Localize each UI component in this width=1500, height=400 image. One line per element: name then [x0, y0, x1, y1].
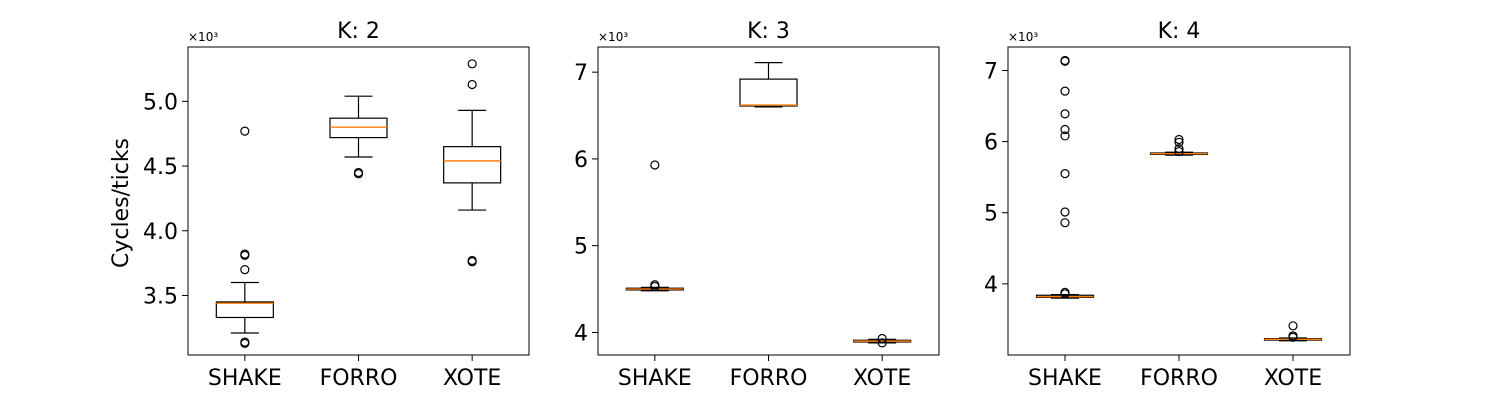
panel-3: K: 4 ×10³ 4 5 6 7 SHAKE FORRO XOTE	[984, 19, 1351, 391]
outlier-point	[467, 59, 477, 69]
outlier-point	[1060, 287, 1070, 298]
x-tick-label: XOTE	[1264, 366, 1322, 391]
outlier-point	[1060, 124, 1070, 135]
outlier-point	[877, 338, 887, 348]
panel-title: K: 4	[1158, 19, 1201, 44]
y-axis-label: Cycles/ticks	[109, 138, 134, 268]
x-tick-label: XOTE	[853, 366, 911, 391]
y-tick-label: 4	[574, 321, 588, 346]
outlier-point	[1060, 86, 1070, 96]
outlier-point	[1174, 134, 1184, 145]
box-xote	[853, 333, 912, 348]
outlier-point	[1174, 144, 1184, 154]
outlier-point	[1174, 137, 1184, 147]
outlier-point	[467, 79, 477, 90]
y-tick-label: 4.5	[143, 155, 178, 180]
outlier-point	[650, 280, 660, 290]
x-tick-label: SHAKE	[208, 366, 282, 391]
outlier-point	[1060, 109, 1070, 119]
box-forro	[329, 95, 388, 179]
y-tick-label: 7	[984, 59, 998, 84]
x-tick-label: FORRO	[730, 366, 808, 391]
x-tick-label: SHAKE	[1028, 366, 1102, 391]
outlier-point	[1288, 331, 1298, 341]
iqr-box	[739, 78, 798, 107]
outlier-point	[1288, 321, 1298, 331]
axis-multiplier: ×10³	[598, 30, 628, 44]
x-tick-label: SHAKE	[618, 366, 692, 391]
axis-multiplier: ×10³	[1008, 30, 1038, 44]
iqr-box	[443, 146, 502, 184]
box-shake	[1035, 55, 1095, 299]
box-xote	[443, 59, 502, 267]
y-tick-label: 7	[574, 61, 588, 86]
outlier-point	[240, 337, 250, 347]
outlier-point	[650, 160, 660, 170]
iqr-box	[215, 301, 274, 319]
y-tick-label: 5	[984, 202, 998, 227]
x-tick-label: FORRO	[320, 366, 398, 391]
y-tick-label: 6	[574, 148, 588, 173]
outlier-point	[240, 126, 250, 136]
y-tick-label: 5.0	[143, 90, 178, 115]
panel-2: K: 3 ×10³ 4 5 6 7 SHAKE FORRO XOTE	[574, 19, 940, 391]
panel-title: K: 2	[337, 19, 380, 44]
outlier-point	[1060, 207, 1070, 217]
outlier-point	[877, 333, 887, 344]
box-forro	[739, 62, 798, 108]
outlier-point	[1060, 131, 1070, 141]
panel-title: K: 3	[747, 19, 790, 44]
panels: K: 2 ×10³ 3.5 4.0 4.5 5.0 SHAKE FORRO XOTE K: 3 ×1…	[143, 19, 1351, 391]
outlier-point	[353, 167, 364, 178]
box-shake	[625, 160, 684, 292]
x-tick-label: FORRO	[1140, 366, 1218, 391]
y-tick-label: 4.0	[143, 220, 178, 245]
outlier-point	[240, 264, 250, 275]
axis-multiplier: ×10³	[188, 30, 218, 44]
outlier-point	[1060, 55, 1070, 66]
outlier-point	[240, 249, 250, 259]
y-tick-label: 5	[574, 235, 588, 260]
y-tick-label: 4	[984, 273, 998, 298]
x-tick-label: XOTE	[443, 366, 501, 391]
box-xote	[1263, 321, 1323, 342]
outlier-point	[1060, 218, 1070, 228]
y-tick-label: 6	[984, 131, 998, 156]
outlier-point	[1174, 146, 1184, 157]
box-forro	[1149, 134, 1209, 157]
box-shake	[215, 126, 274, 348]
panel-1: K: 2 ×10³ 3.5 4.0 4.5 5.0 SHAKE FORRO XOTE	[143, 19, 530, 391]
y-tick-label: 3.5	[143, 284, 178, 309]
outlier-point	[467, 255, 477, 266]
outlier-point	[1060, 169, 1070, 179]
